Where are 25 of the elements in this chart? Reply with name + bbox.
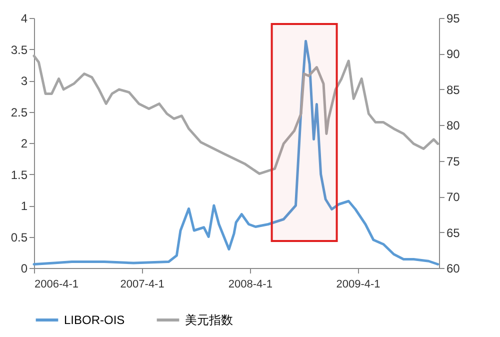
legend-label: LIBOR-OIS — [64, 313, 125, 327]
y-tick-label: 3.5 — [10, 42, 28, 57]
y2-tick-label: 65 — [446, 226, 460, 240]
y2-tick-label: 75 — [446, 154, 460, 168]
y-tick-label: 3 — [20, 74, 28, 88]
x-tick-label: 2008-4-1 — [228, 278, 272, 290]
y2-tick-label: 70 — [446, 190, 460, 204]
x-tick-label: 2009-4-1 — [336, 278, 380, 290]
line-series — [32, 54, 440, 175]
y2-tick-label: 80 — [446, 118, 460, 133]
y-tick-label: 0 — [20, 262, 28, 276]
line-series — [32, 40, 440, 266]
legend-label: 美元指数 — [185, 313, 233, 327]
y2-tick-label: 60 — [446, 262, 460, 276]
y2-tick-label: 85 — [446, 82, 460, 97]
y-tick-label: 2.5 — [10, 105, 28, 120]
y-tick-label: 1.5 — [10, 168, 28, 182]
y2-tick-label: 95 — [446, 12, 460, 26]
x-tick-label: 2006-4-1 — [34, 278, 79, 290]
y-tick-label: 0.5 — [10, 230, 28, 244]
x-tick-label: 2007-4-1 — [120, 278, 164, 290]
y-tick-label: 2 — [20, 136, 28, 150]
y-tick-label: 1 — [20, 199, 28, 213]
y-tick-label: 4 — [20, 12, 28, 26]
y2-tick-label: 90 — [446, 47, 460, 62]
